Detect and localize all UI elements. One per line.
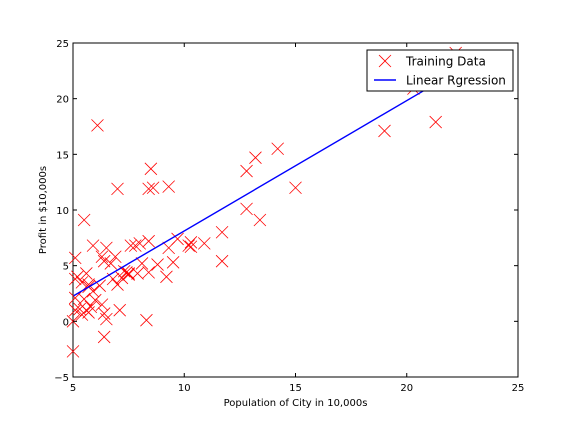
y-axis-label: Profit in $10,000s xyxy=(38,166,49,254)
data-point xyxy=(68,303,82,317)
y-tick-label: 20 xyxy=(56,95,69,106)
data-point xyxy=(71,270,84,284)
x-tick-label: 25 xyxy=(512,383,525,394)
data-point xyxy=(146,181,160,195)
data-point xyxy=(129,239,142,252)
data-point xyxy=(82,306,95,319)
data-point xyxy=(182,239,195,252)
data-point xyxy=(68,251,82,265)
data-point xyxy=(93,279,106,292)
data-point xyxy=(240,164,253,178)
plot-frame xyxy=(72,42,519,378)
data-point xyxy=(97,330,111,344)
data-point xyxy=(142,266,155,279)
data-point xyxy=(249,151,262,164)
data-point xyxy=(166,256,180,269)
data-point xyxy=(215,254,229,268)
data-point xyxy=(253,213,267,227)
data-point xyxy=(97,254,111,268)
data-point xyxy=(111,278,124,291)
data-point xyxy=(215,225,229,239)
data-point xyxy=(124,239,138,252)
data-point xyxy=(86,239,100,252)
data-point xyxy=(151,258,164,271)
x-tick-label: 5 xyxy=(70,383,76,394)
data-point xyxy=(429,115,442,129)
data-point xyxy=(240,202,253,216)
data-point xyxy=(140,313,153,327)
data-point xyxy=(75,276,89,289)
legend-box xyxy=(366,49,514,92)
y-tick-label: 25 xyxy=(56,39,69,50)
data-point xyxy=(378,124,391,138)
legend: Training Data Linear Rgression xyxy=(366,49,514,92)
y-tick-label: 0 xyxy=(63,317,69,328)
data-point xyxy=(171,232,184,246)
y-tick-label: 10 xyxy=(56,206,69,217)
data-point xyxy=(113,303,127,317)
data-point xyxy=(197,237,211,250)
data-point xyxy=(120,266,133,279)
data-point xyxy=(95,250,109,264)
data-point xyxy=(135,257,149,270)
data-point xyxy=(91,119,104,132)
data-point xyxy=(271,142,284,156)
data-point xyxy=(122,267,135,280)
data-point xyxy=(111,182,124,196)
x-tick-label: 10 xyxy=(178,383,191,394)
data-point xyxy=(88,293,102,307)
data-point xyxy=(142,182,155,196)
data-point xyxy=(66,345,80,358)
data-point xyxy=(184,236,198,249)
regression-line xyxy=(73,71,457,297)
y-tick-label: 15 xyxy=(56,150,69,161)
data-point xyxy=(100,312,113,326)
data-point xyxy=(184,240,198,254)
data-point xyxy=(131,267,144,280)
data-point xyxy=(133,237,147,250)
data-point xyxy=(95,298,109,311)
x-axis-label: Population of City in 10,000s xyxy=(224,398,368,409)
data-point xyxy=(160,270,173,284)
data-point xyxy=(289,181,302,195)
legend-label: Linear Rgression xyxy=(406,74,506,88)
data-point xyxy=(68,291,82,305)
data-point xyxy=(80,267,93,280)
legend-entry: Linear Rgression xyxy=(374,74,506,88)
data-point xyxy=(162,180,175,193)
data-point xyxy=(144,162,158,176)
x-tick-label: 15 xyxy=(289,383,302,394)
data-point xyxy=(142,234,155,248)
data-point xyxy=(97,307,111,320)
y-tick-label: 5 xyxy=(63,262,69,273)
data-point xyxy=(84,300,98,314)
legend-marker xyxy=(378,54,392,68)
legend-entry: Training Data xyxy=(378,54,486,69)
y-tick-label: −5 xyxy=(54,373,69,384)
data-point xyxy=(104,257,118,270)
data-point xyxy=(77,213,91,227)
x-tick-label: 20 xyxy=(400,383,413,394)
data-point xyxy=(77,292,91,306)
legend-label: Training Data xyxy=(405,55,486,69)
data-point xyxy=(108,250,122,264)
data-point xyxy=(73,302,86,316)
